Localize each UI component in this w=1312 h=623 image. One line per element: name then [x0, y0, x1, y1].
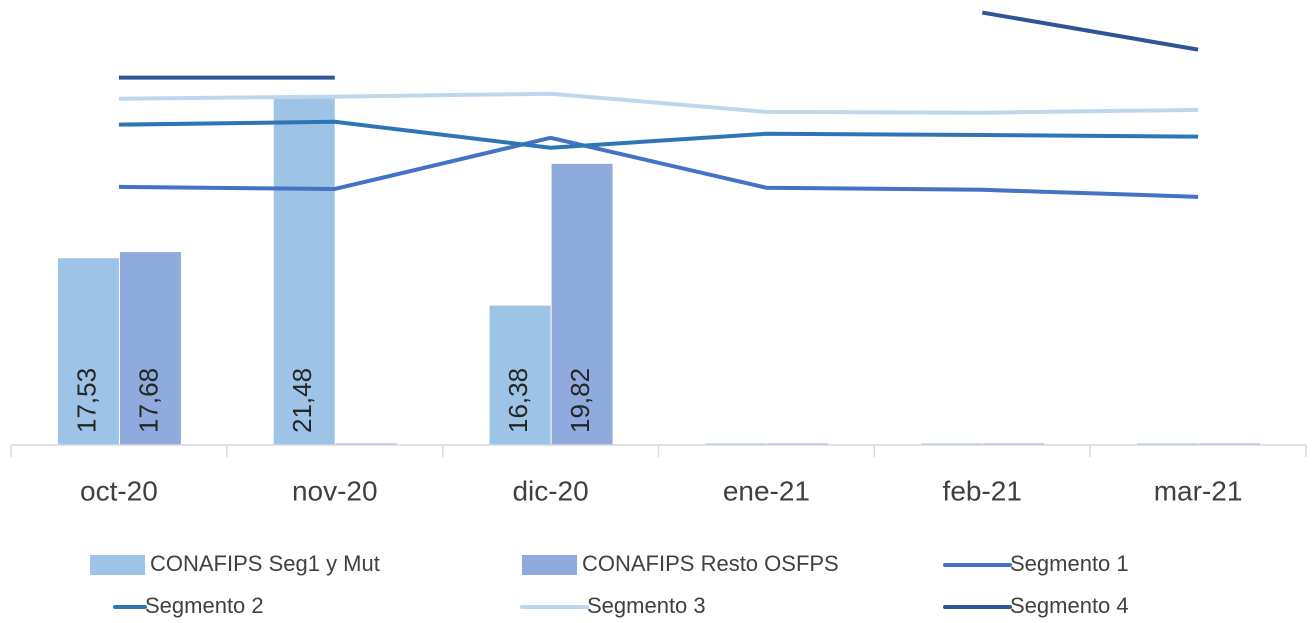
- line: [118, 119, 1199, 150]
- bar: [57, 258, 119, 445]
- legend-swatch: [522, 555, 577, 575]
- legend-label: Segmento 4: [1010, 593, 1129, 618]
- x-tick-label: mar-21: [1154, 475, 1243, 506]
- legend-label: Segmento 1: [1010, 551, 1129, 576]
- x-tick-label: nov-20: [292, 475, 378, 506]
- data-label: 21,48: [287, 368, 317, 433]
- legend-label: Segmento 2: [145, 593, 264, 618]
- bar: [119, 252, 181, 445]
- data-label: 17,53: [71, 368, 101, 433]
- line: [118, 10, 1199, 80]
- line: [118, 135, 1199, 199]
- bar: [489, 305, 551, 445]
- legend-label: CONAFIPS Resto OSFPS: [582, 551, 839, 576]
- x-tick-label: dic-20: [512, 475, 588, 506]
- legend-swatch: [90, 555, 145, 575]
- x-tick-label: oct-20: [80, 475, 158, 506]
- legend-label: CONAFIPS Seg1 y Mut: [150, 551, 380, 576]
- x-tick-label: feb-21: [943, 475, 1022, 506]
- data-label: 17,68: [133, 368, 163, 433]
- bar: [551, 163, 613, 445]
- x-tick-label: ene-21: [723, 475, 810, 506]
- line: [118, 91, 1199, 115]
- data-label: 19,82: [565, 368, 595, 433]
- bar: [273, 95, 335, 446]
- legend-label: Segmento 3: [587, 593, 706, 618]
- data-label: 16,38: [503, 368, 533, 433]
